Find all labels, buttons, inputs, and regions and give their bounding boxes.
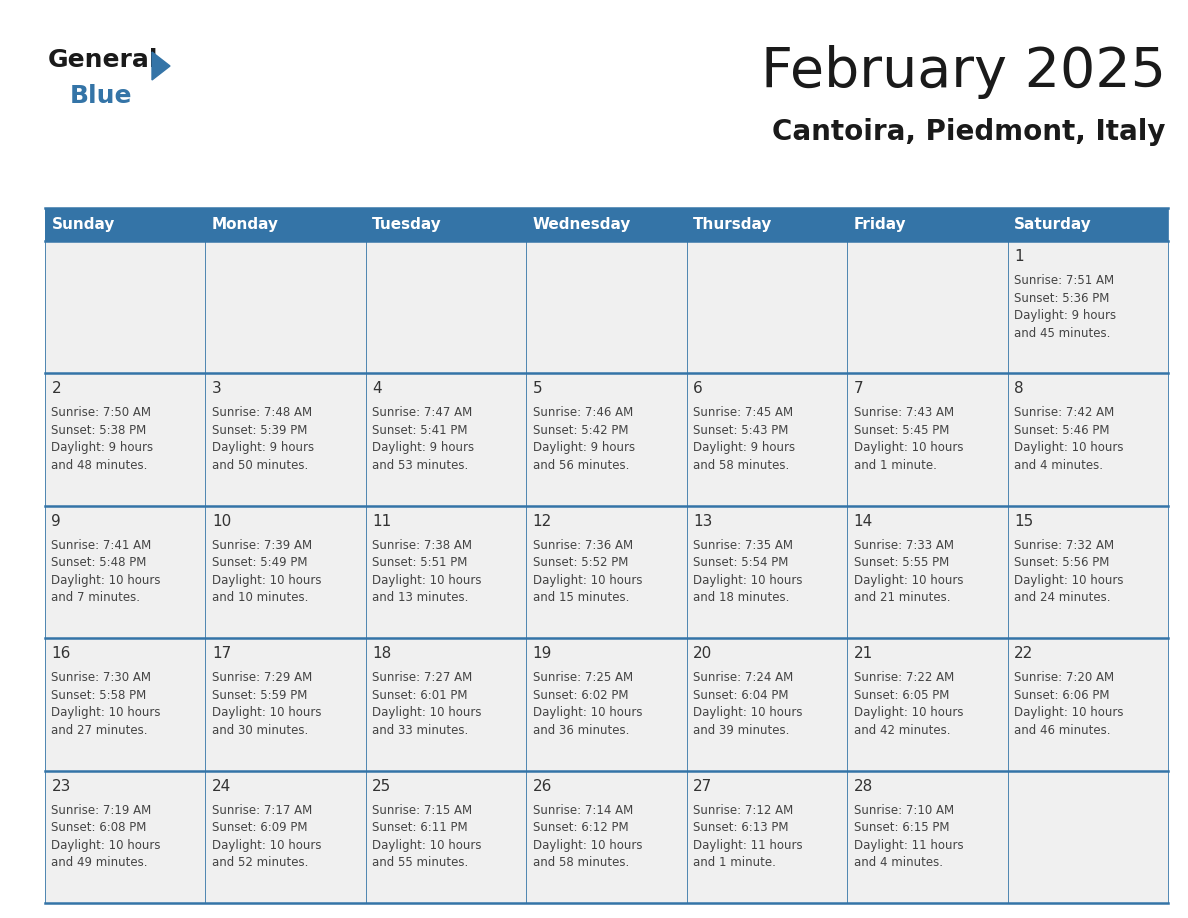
Text: Saturday: Saturday (1015, 217, 1092, 232)
Text: February 2025: February 2025 (762, 45, 1165, 99)
Text: Sunrise: 7:12 AM
Sunset: 6:13 PM
Daylight: 11 hours
and 1 minute.: Sunrise: 7:12 AM Sunset: 6:13 PM Dayligh… (693, 803, 803, 869)
Text: 25: 25 (372, 778, 392, 793)
Text: Sunrise: 7:25 AM
Sunset: 6:02 PM
Daylight: 10 hours
and 36 minutes.: Sunrise: 7:25 AM Sunset: 6:02 PM Dayligh… (532, 671, 643, 737)
Bar (45, 241, 1168, 374)
Text: Sunrise: 7:30 AM
Sunset: 5:58 PM
Daylight: 10 hours
and 27 minutes.: Sunrise: 7:30 AM Sunset: 5:58 PM Dayligh… (51, 671, 160, 737)
Text: 15: 15 (1015, 514, 1034, 529)
Text: Sunrise: 7:15 AM
Sunset: 6:11 PM
Daylight: 10 hours
and 55 minutes.: Sunrise: 7:15 AM Sunset: 6:11 PM Dayligh… (372, 803, 482, 869)
Text: Sunrise: 7:33 AM
Sunset: 5:55 PM
Daylight: 10 hours
and 21 minutes.: Sunrise: 7:33 AM Sunset: 5:55 PM Dayligh… (853, 539, 963, 604)
Text: Sunrise: 7:39 AM
Sunset: 5:49 PM
Daylight: 10 hours
and 10 minutes.: Sunrise: 7:39 AM Sunset: 5:49 PM Dayligh… (211, 539, 321, 604)
Text: 9: 9 (51, 514, 61, 529)
Text: Sunrise: 7:38 AM
Sunset: 5:51 PM
Daylight: 10 hours
and 13 minutes.: Sunrise: 7:38 AM Sunset: 5:51 PM Dayligh… (372, 539, 482, 604)
Text: Sunrise: 7:47 AM
Sunset: 5:41 PM
Daylight: 9 hours
and 53 minutes.: Sunrise: 7:47 AM Sunset: 5:41 PM Dayligh… (372, 407, 474, 472)
Text: 4: 4 (372, 381, 381, 397)
Text: Monday: Monday (211, 217, 279, 232)
Text: 17: 17 (211, 646, 232, 661)
Bar (45, 770, 1168, 903)
Text: Friday: Friday (853, 217, 906, 232)
Text: 14: 14 (853, 514, 873, 529)
Text: Sunrise: 7:20 AM
Sunset: 6:06 PM
Daylight: 10 hours
and 46 minutes.: Sunrise: 7:20 AM Sunset: 6:06 PM Dayligh… (1015, 671, 1124, 737)
Text: Sunrise: 7:48 AM
Sunset: 5:39 PM
Daylight: 9 hours
and 50 minutes.: Sunrise: 7:48 AM Sunset: 5:39 PM Dayligh… (211, 407, 314, 472)
Text: Sunrise: 7:24 AM
Sunset: 6:04 PM
Daylight: 10 hours
and 39 minutes.: Sunrise: 7:24 AM Sunset: 6:04 PM Dayligh… (693, 671, 803, 737)
Text: 7: 7 (853, 381, 864, 397)
Text: 10: 10 (211, 514, 232, 529)
Bar (45, 638, 1168, 770)
Text: Tuesday: Tuesday (372, 217, 442, 232)
Bar (45, 208, 1168, 241)
Text: Sunrise: 7:35 AM
Sunset: 5:54 PM
Daylight: 10 hours
and 18 minutes.: Sunrise: 7:35 AM Sunset: 5:54 PM Dayligh… (693, 539, 803, 604)
Text: Wednesday: Wednesday (532, 217, 631, 232)
Text: Sunrise: 7:19 AM
Sunset: 6:08 PM
Daylight: 10 hours
and 49 minutes.: Sunrise: 7:19 AM Sunset: 6:08 PM Dayligh… (51, 803, 160, 869)
Text: Sunrise: 7:22 AM
Sunset: 6:05 PM
Daylight: 10 hours
and 42 minutes.: Sunrise: 7:22 AM Sunset: 6:05 PM Dayligh… (853, 671, 963, 737)
Text: Sunrise: 7:41 AM
Sunset: 5:48 PM
Daylight: 10 hours
and 7 minutes.: Sunrise: 7:41 AM Sunset: 5:48 PM Dayligh… (51, 539, 160, 604)
Text: 23: 23 (51, 778, 71, 793)
Text: Sunrise: 7:29 AM
Sunset: 5:59 PM
Daylight: 10 hours
and 30 minutes.: Sunrise: 7:29 AM Sunset: 5:59 PM Dayligh… (211, 671, 321, 737)
Text: Sunrise: 7:32 AM
Sunset: 5:56 PM
Daylight: 10 hours
and 24 minutes.: Sunrise: 7:32 AM Sunset: 5:56 PM Dayligh… (1015, 539, 1124, 604)
Text: 3: 3 (211, 381, 222, 397)
Text: 20: 20 (693, 646, 713, 661)
Text: Sunrise: 7:50 AM
Sunset: 5:38 PM
Daylight: 9 hours
and 48 minutes.: Sunrise: 7:50 AM Sunset: 5:38 PM Dayligh… (51, 407, 153, 472)
Bar (45, 374, 1168, 506)
Text: Sunrise: 7:14 AM
Sunset: 6:12 PM
Daylight: 10 hours
and 58 minutes.: Sunrise: 7:14 AM Sunset: 6:12 PM Dayligh… (532, 803, 643, 869)
Text: Thursday: Thursday (693, 217, 772, 232)
Text: Cantoira, Piedmont, Italy: Cantoira, Piedmont, Italy (772, 118, 1165, 146)
Polygon shape (152, 52, 170, 80)
Text: 22: 22 (1015, 646, 1034, 661)
Text: 6: 6 (693, 381, 703, 397)
Text: Sunrise: 7:27 AM
Sunset: 6:01 PM
Daylight: 10 hours
and 33 minutes.: Sunrise: 7:27 AM Sunset: 6:01 PM Dayligh… (372, 671, 482, 737)
Text: 12: 12 (532, 514, 552, 529)
Text: 26: 26 (532, 778, 552, 793)
Bar (45, 506, 1168, 638)
Text: 21: 21 (853, 646, 873, 661)
Text: 27: 27 (693, 778, 713, 793)
Text: Sunrise: 7:17 AM
Sunset: 6:09 PM
Daylight: 10 hours
and 52 minutes.: Sunrise: 7:17 AM Sunset: 6:09 PM Dayligh… (211, 803, 321, 869)
Text: Sunrise: 7:10 AM
Sunset: 6:15 PM
Daylight: 11 hours
and 4 minutes.: Sunrise: 7:10 AM Sunset: 6:15 PM Dayligh… (853, 803, 963, 869)
Text: Blue: Blue (70, 84, 133, 108)
Text: Sunrise: 7:51 AM
Sunset: 5:36 PM
Daylight: 9 hours
and 45 minutes.: Sunrise: 7:51 AM Sunset: 5:36 PM Dayligh… (1015, 274, 1116, 340)
Text: Sunrise: 7:42 AM
Sunset: 5:46 PM
Daylight: 10 hours
and 4 minutes.: Sunrise: 7:42 AM Sunset: 5:46 PM Dayligh… (1015, 407, 1124, 472)
Text: 24: 24 (211, 778, 232, 793)
Text: Sunrise: 7:45 AM
Sunset: 5:43 PM
Daylight: 9 hours
and 58 minutes.: Sunrise: 7:45 AM Sunset: 5:43 PM Dayligh… (693, 407, 795, 472)
Text: Sunday: Sunday (51, 217, 115, 232)
Text: 5: 5 (532, 381, 543, 397)
Text: 8: 8 (1015, 381, 1024, 397)
Text: 11: 11 (372, 514, 392, 529)
Text: Sunrise: 7:36 AM
Sunset: 5:52 PM
Daylight: 10 hours
and 15 minutes.: Sunrise: 7:36 AM Sunset: 5:52 PM Dayligh… (532, 539, 643, 604)
Text: 1: 1 (1015, 249, 1024, 264)
Text: General: General (48, 48, 158, 72)
Text: 2: 2 (51, 381, 61, 397)
Text: Sunrise: 7:46 AM
Sunset: 5:42 PM
Daylight: 9 hours
and 56 minutes.: Sunrise: 7:46 AM Sunset: 5:42 PM Dayligh… (532, 407, 634, 472)
Text: 28: 28 (853, 778, 873, 793)
Text: Sunrise: 7:43 AM
Sunset: 5:45 PM
Daylight: 10 hours
and 1 minute.: Sunrise: 7:43 AM Sunset: 5:45 PM Dayligh… (853, 407, 963, 472)
Text: 19: 19 (532, 646, 552, 661)
Text: 16: 16 (51, 646, 71, 661)
Text: 13: 13 (693, 514, 713, 529)
Text: 18: 18 (372, 646, 392, 661)
